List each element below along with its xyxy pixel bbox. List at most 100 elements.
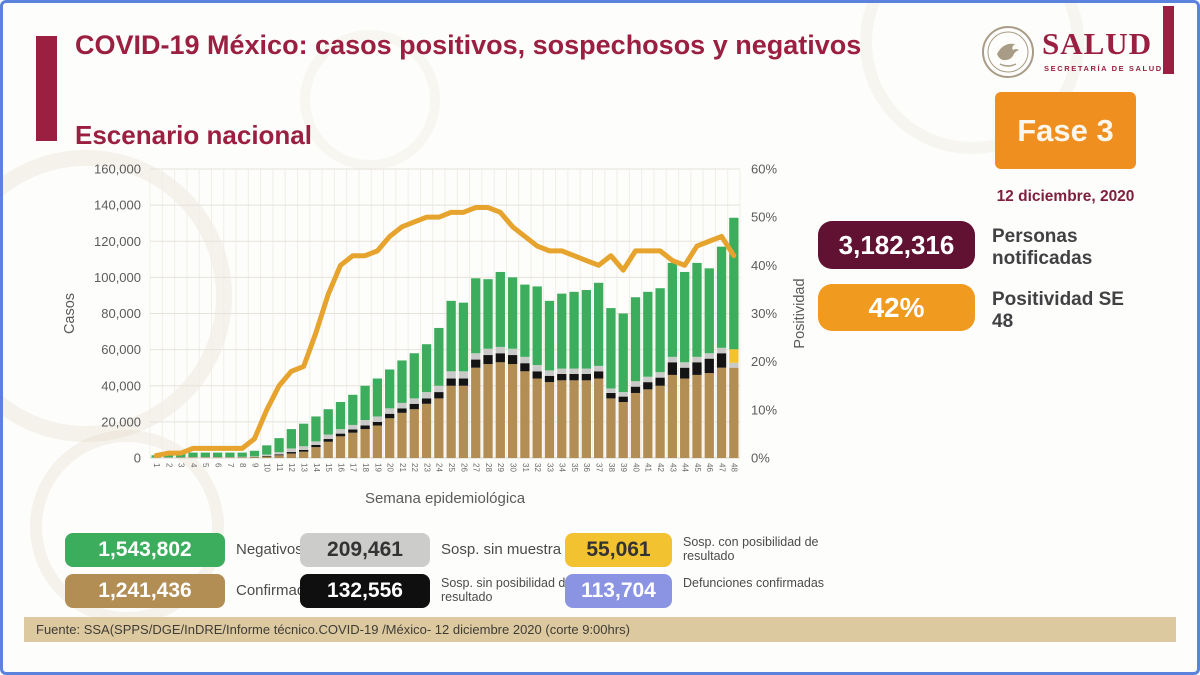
svg-text:16: 16: [336, 463, 345, 472]
svg-text:46: 46: [705, 463, 714, 472]
phase-badge: Fase 3: [995, 92, 1136, 169]
legend-value-sosp-sin-muestra: 209,461: [300, 533, 430, 567]
svg-text:24: 24: [435, 463, 444, 472]
svg-text:29: 29: [496, 463, 505, 472]
svg-text:18: 18: [361, 463, 370, 472]
svg-text:48: 48: [730, 463, 739, 472]
legend-item-confirmados: 1,241,436 Confirmados: [65, 574, 321, 608]
svg-text:41: 41: [644, 463, 653, 472]
salud-logo: SALUD SECRETARÍA DE SALUD: [980, 24, 1180, 84]
svg-text:1: 1: [152, 463, 161, 468]
epidemic-week-chart: 0 20,000 40,000 60,000 80,000 100,000 120,000 1…: [60, 150, 820, 522]
svg-text:21: 21: [398, 463, 407, 472]
svg-text:120,000: 120,000: [94, 234, 141, 249]
svg-text:30: 30: [508, 463, 517, 472]
svg-text:40%: 40%: [751, 258, 777, 273]
svg-text:30%: 30%: [751, 306, 777, 321]
svg-text:38: 38: [607, 463, 616, 472]
svg-text:25: 25: [447, 463, 456, 472]
background-pattern: [300, 30, 440, 170]
stat-personas-notificadas-label: Personas notificadas: [992, 226, 1093, 270]
svg-text:39: 39: [619, 463, 628, 472]
svg-text:20: 20: [386, 463, 395, 472]
svg-text:28: 28: [484, 463, 493, 472]
svg-text:32: 32: [533, 463, 542, 472]
report-date: 12 diciembre, 2020: [996, 188, 1135, 205]
svg-text:12: 12: [287, 463, 296, 472]
svg-text:34: 34: [558, 463, 567, 472]
svg-text:35: 35: [570, 463, 579, 472]
svg-text:47: 47: [717, 463, 726, 472]
svg-text:80,000: 80,000: [101, 306, 141, 321]
svg-text:140,000: 140,000: [94, 198, 141, 213]
svg-text:Casos: Casos: [62, 293, 78, 334]
svg-text:37: 37: [595, 463, 604, 472]
svg-text:40: 40: [631, 463, 640, 472]
svg-text:Positividad: Positividad: [792, 278, 808, 348]
svg-text:60,000: 60,000: [101, 342, 141, 357]
svg-text:2: 2: [164, 463, 173, 468]
svg-text:13: 13: [300, 463, 309, 472]
svg-text:31: 31: [521, 463, 530, 472]
svg-text:45: 45: [693, 463, 702, 472]
section-title: Escenario nacional: [75, 120, 312, 150]
stat-positividad-label: Positividad SE 48: [992, 289, 1124, 333]
legend-item-defunciones: 113,704 Defunciones confirmadas: [565, 574, 843, 608]
svg-text:11: 11: [275, 463, 284, 472]
corner-accent-bar: [1163, 6, 1174, 74]
stat-personas-notificadas: 3,182,316: [818, 221, 975, 269]
legend-label-negativos: Negativos: [236, 541, 303, 558]
svg-text:10%: 10%: [751, 402, 777, 417]
svg-text:44: 44: [681, 463, 690, 472]
legend-label-defunciones: Defunciones confirmadas: [683, 576, 825, 590]
legend-value-sosp-con-posibilidad: 55,061: [565, 533, 672, 567]
svg-text:160,000: 160,000: [94, 162, 141, 177]
svg-text:7: 7: [226, 463, 235, 468]
legend-item-sosp-sin-posibilidad: 132,556 Sosp. sin posibilidad de resulta…: [300, 574, 616, 608]
salud-seal-icon: [982, 26, 1034, 78]
salud-wordmark: SALUD: [1042, 26, 1153, 61]
svg-text:8: 8: [238, 463, 247, 468]
source-footer: Fuente: SSA(SPPS/DGE/InDRE/Informe técni…: [24, 617, 1176, 642]
svg-text:3: 3: [177, 463, 186, 468]
svg-text:42: 42: [656, 463, 665, 472]
legend-label-sosp-sin-posibilidad: Sosp. sin posibilidad de resultado: [441, 576, 573, 605]
legend-label-sosp-con-posibilidad: Sosp. con posibilidad de resultado: [683, 535, 819, 564]
legend-item-sosp-con-posibilidad: 55,061 Sosp. con posibilidad de resultad…: [565, 533, 858, 567]
svg-text:27: 27: [472, 463, 481, 472]
legend-value-negativos: 1,543,802: [65, 533, 225, 567]
svg-text:20%: 20%: [751, 354, 777, 369]
svg-text:40,000: 40,000: [101, 378, 141, 393]
legend-value-defunciones: 113,704: [565, 574, 672, 608]
legend-value-confirmados: 1,241,436: [65, 574, 225, 608]
svg-text:23: 23: [422, 463, 431, 472]
svg-text:Semana epidemiológica: Semana epidemiológica: [365, 490, 526, 507]
svg-text:33: 33: [545, 463, 554, 472]
legend-item-sosp-sin-muestra: 209,461 Sosp. sin muestra: [300, 533, 561, 567]
svg-text:19: 19: [373, 463, 382, 472]
svg-text:22: 22: [410, 463, 419, 472]
svg-text:26: 26: [459, 463, 468, 472]
svg-text:60%: 60%: [751, 162, 777, 177]
svg-text:9: 9: [250, 463, 259, 468]
svg-text:15: 15: [324, 463, 333, 472]
page-title: COVID-19 México: casos positivos, sospec…: [75, 30, 862, 60]
svg-text:0: 0: [134, 451, 141, 466]
svg-text:6: 6: [213, 463, 222, 468]
svg-text:4: 4: [189, 463, 198, 468]
stat-positividad: 42%: [818, 284, 975, 331]
svg-text:50%: 50%: [751, 210, 777, 225]
legend-label-confirmados: Confirmados: [236, 582, 322, 599]
svg-text:17: 17: [349, 463, 358, 472]
svg-text:14: 14: [312, 463, 321, 472]
svg-text:10: 10: [263, 463, 272, 472]
svg-text:0%: 0%: [751, 451, 770, 466]
svg-text:36: 36: [582, 463, 591, 472]
svg-text:5: 5: [201, 463, 210, 468]
svg-text:43: 43: [668, 463, 677, 472]
svg-text:100,000: 100,000: [94, 270, 141, 285]
stacked-bar-line-chart: 0 20,000 40,000 60,000 80,000 100,000 120,000 1…: [62, 162, 808, 508]
legend-label-sosp-sin-muestra: Sosp. sin muestra: [441, 541, 562, 558]
legend-value-sosp-sin-posibilidad: 132,556: [300, 574, 430, 608]
